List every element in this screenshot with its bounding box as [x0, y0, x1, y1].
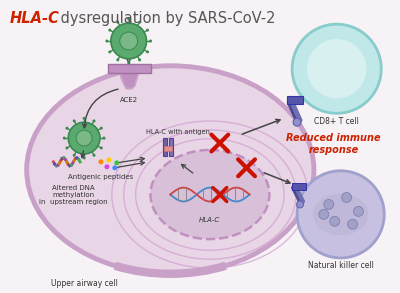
Circle shape	[324, 200, 334, 209]
Ellipse shape	[27, 66, 314, 274]
Text: HLA-C with antigen: HLA-C with antigen	[146, 129, 210, 135]
Bar	[169, 138, 173, 156]
Circle shape	[146, 50, 149, 53]
Circle shape	[104, 164, 109, 169]
Text: ACE2: ACE2	[120, 98, 138, 103]
Circle shape	[108, 50, 111, 53]
Circle shape	[138, 21, 141, 24]
Text: Upper airway cell: Upper airway cell	[52, 279, 118, 288]
Circle shape	[76, 130, 92, 146]
Circle shape	[127, 61, 130, 64]
Circle shape	[66, 127, 68, 130]
Text: HLA-C: HLA-C	[199, 217, 220, 223]
Ellipse shape	[150, 150, 269, 239]
Text: dysregulation by SARS-CoV-2: dysregulation by SARS-CoV-2	[56, 11, 276, 26]
Circle shape	[83, 117, 86, 120]
Circle shape	[138, 58, 141, 61]
Circle shape	[111, 23, 146, 59]
Circle shape	[297, 171, 384, 258]
Circle shape	[342, 193, 352, 202]
Circle shape	[307, 39, 366, 98]
Text: Reduced immune
response: Reduced immune response	[286, 133, 381, 155]
Circle shape	[102, 137, 106, 139]
Ellipse shape	[313, 194, 368, 235]
Circle shape	[348, 219, 358, 229]
Circle shape	[146, 29, 149, 32]
Circle shape	[292, 24, 381, 113]
Bar	[163, 138, 167, 156]
Bar	[292, 183, 306, 190]
Polygon shape	[119, 69, 140, 88]
Bar	[287, 96, 303, 104]
Circle shape	[116, 58, 119, 61]
Circle shape	[127, 18, 130, 21]
Circle shape	[92, 120, 96, 122]
Text: Natural killer cell: Natural killer cell	[308, 261, 374, 270]
Circle shape	[83, 156, 86, 159]
Circle shape	[120, 32, 138, 50]
Circle shape	[293, 118, 301, 126]
Circle shape	[116, 21, 119, 24]
Circle shape	[296, 201, 304, 208]
Bar	[108, 64, 152, 73]
Text: Altered DNA
methylation
in  upstream region: Altered DNA methylation in upstream regi…	[39, 185, 108, 205]
Circle shape	[108, 29, 111, 32]
Circle shape	[100, 146, 103, 149]
Circle shape	[106, 40, 108, 42]
Circle shape	[114, 160, 119, 165]
Circle shape	[330, 216, 340, 226]
Circle shape	[68, 122, 100, 154]
Circle shape	[106, 157, 111, 162]
Circle shape	[63, 137, 66, 139]
Circle shape	[112, 165, 117, 170]
Circle shape	[149, 40, 152, 42]
Circle shape	[73, 154, 76, 157]
Text: Antigenic peptides: Antigenic peptides	[68, 174, 134, 180]
Circle shape	[100, 127, 103, 130]
Circle shape	[92, 154, 96, 157]
Circle shape	[98, 159, 104, 164]
Circle shape	[354, 207, 364, 216]
Bar	[164, 146, 172, 151]
Circle shape	[73, 120, 76, 122]
Circle shape	[66, 146, 68, 149]
Text: HLA-C: HLA-C	[10, 11, 60, 26]
Circle shape	[319, 209, 329, 219]
Text: CD8+ T cell: CD8+ T cell	[314, 117, 359, 126]
